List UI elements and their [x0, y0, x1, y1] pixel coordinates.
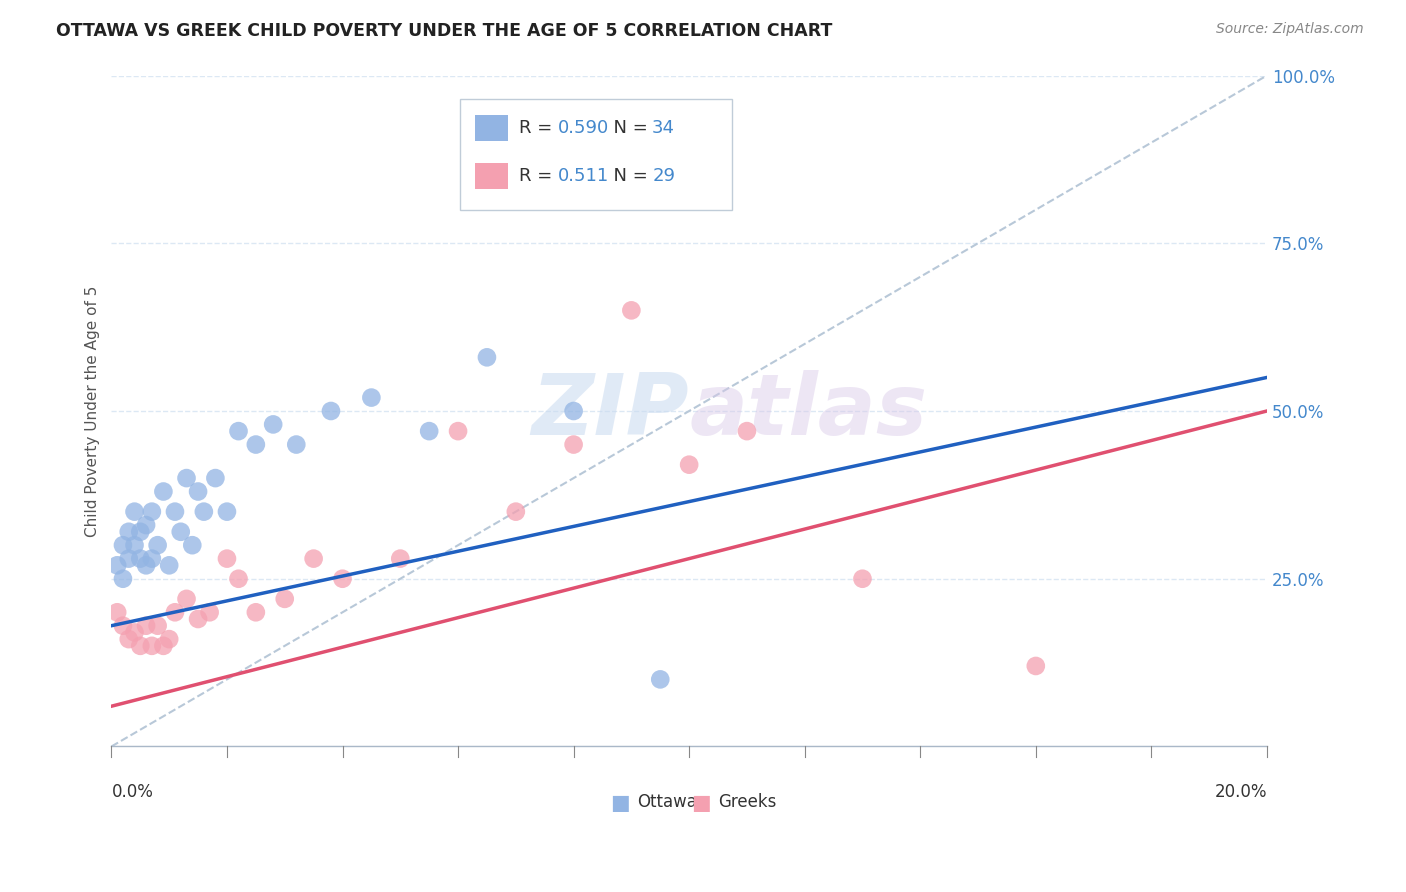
Point — [851, 572, 873, 586]
Point — [1025, 659, 1047, 673]
Point — [129, 639, 152, 653]
Point — [215, 551, 238, 566]
Text: Greeks: Greeks — [718, 794, 776, 812]
Point — [111, 538, 134, 552]
Text: N =: N = — [603, 167, 654, 186]
Point — [228, 572, 250, 586]
Text: R =: R = — [519, 119, 558, 136]
Point — [141, 551, 163, 566]
Point — [274, 591, 297, 606]
Text: OTTAWA VS GREEK CHILD POVERTY UNDER THE AGE OF 5 CORRELATION CHART: OTTAWA VS GREEK CHILD POVERTY UNDER THE … — [56, 22, 832, 40]
Point — [152, 484, 174, 499]
Text: 0.511: 0.511 — [557, 167, 609, 186]
Point — [228, 424, 250, 438]
Point — [163, 605, 186, 619]
Point — [245, 605, 267, 619]
Point — [124, 538, 146, 552]
Text: 0.590: 0.590 — [557, 119, 609, 136]
Text: N =: N = — [603, 119, 654, 136]
Point — [135, 518, 157, 533]
Point — [360, 391, 382, 405]
Point — [187, 484, 209, 499]
Text: atlas: atlas — [689, 369, 928, 452]
Point — [146, 538, 169, 552]
Text: 0.0%: 0.0% — [111, 783, 153, 801]
Point — [118, 632, 141, 647]
Text: Ottawa: Ottawa — [637, 794, 697, 812]
Point — [215, 505, 238, 519]
Point — [176, 591, 198, 606]
Text: R =: R = — [519, 167, 558, 186]
Point — [111, 618, 134, 632]
Point — [285, 437, 308, 451]
Point — [111, 572, 134, 586]
Point — [302, 551, 325, 566]
Point — [170, 524, 193, 539]
Point — [135, 558, 157, 573]
Point — [141, 639, 163, 653]
Point — [124, 625, 146, 640]
Text: 20.0%: 20.0% — [1215, 783, 1267, 801]
Y-axis label: Child Poverty Under the Age of 5: Child Poverty Under the Age of 5 — [86, 285, 100, 537]
Point — [562, 437, 585, 451]
Point — [245, 437, 267, 451]
Point — [418, 424, 440, 438]
Point — [163, 505, 186, 519]
Text: 34: 34 — [652, 119, 675, 136]
Point — [157, 632, 180, 647]
FancyBboxPatch shape — [475, 163, 508, 189]
Point — [124, 505, 146, 519]
Text: 29: 29 — [652, 167, 675, 186]
Point — [157, 558, 180, 573]
Point — [319, 404, 342, 418]
Point — [193, 505, 215, 519]
Point — [735, 424, 758, 438]
Point — [146, 618, 169, 632]
Point — [332, 572, 354, 586]
Point — [129, 551, 152, 566]
Point — [118, 551, 141, 566]
Point — [198, 605, 221, 619]
Point — [389, 551, 412, 566]
Point — [678, 458, 700, 472]
Point — [475, 351, 498, 365]
Point — [204, 471, 226, 485]
Point — [141, 505, 163, 519]
FancyBboxPatch shape — [460, 99, 733, 210]
Point — [650, 673, 672, 687]
Point — [152, 639, 174, 653]
Point — [620, 303, 643, 318]
Point — [105, 558, 128, 573]
Text: ■: ■ — [610, 794, 630, 814]
Point — [505, 505, 527, 519]
Point — [262, 417, 284, 432]
Text: ZIP: ZIP — [531, 369, 689, 452]
Point — [176, 471, 198, 485]
Point — [129, 524, 152, 539]
Point — [562, 404, 585, 418]
Point — [105, 605, 128, 619]
Point — [187, 612, 209, 626]
Point — [447, 424, 470, 438]
Point — [181, 538, 204, 552]
FancyBboxPatch shape — [475, 115, 508, 141]
Point — [118, 524, 141, 539]
Text: Source: ZipAtlas.com: Source: ZipAtlas.com — [1216, 22, 1364, 37]
Point — [135, 618, 157, 632]
Text: ■: ■ — [690, 794, 710, 814]
